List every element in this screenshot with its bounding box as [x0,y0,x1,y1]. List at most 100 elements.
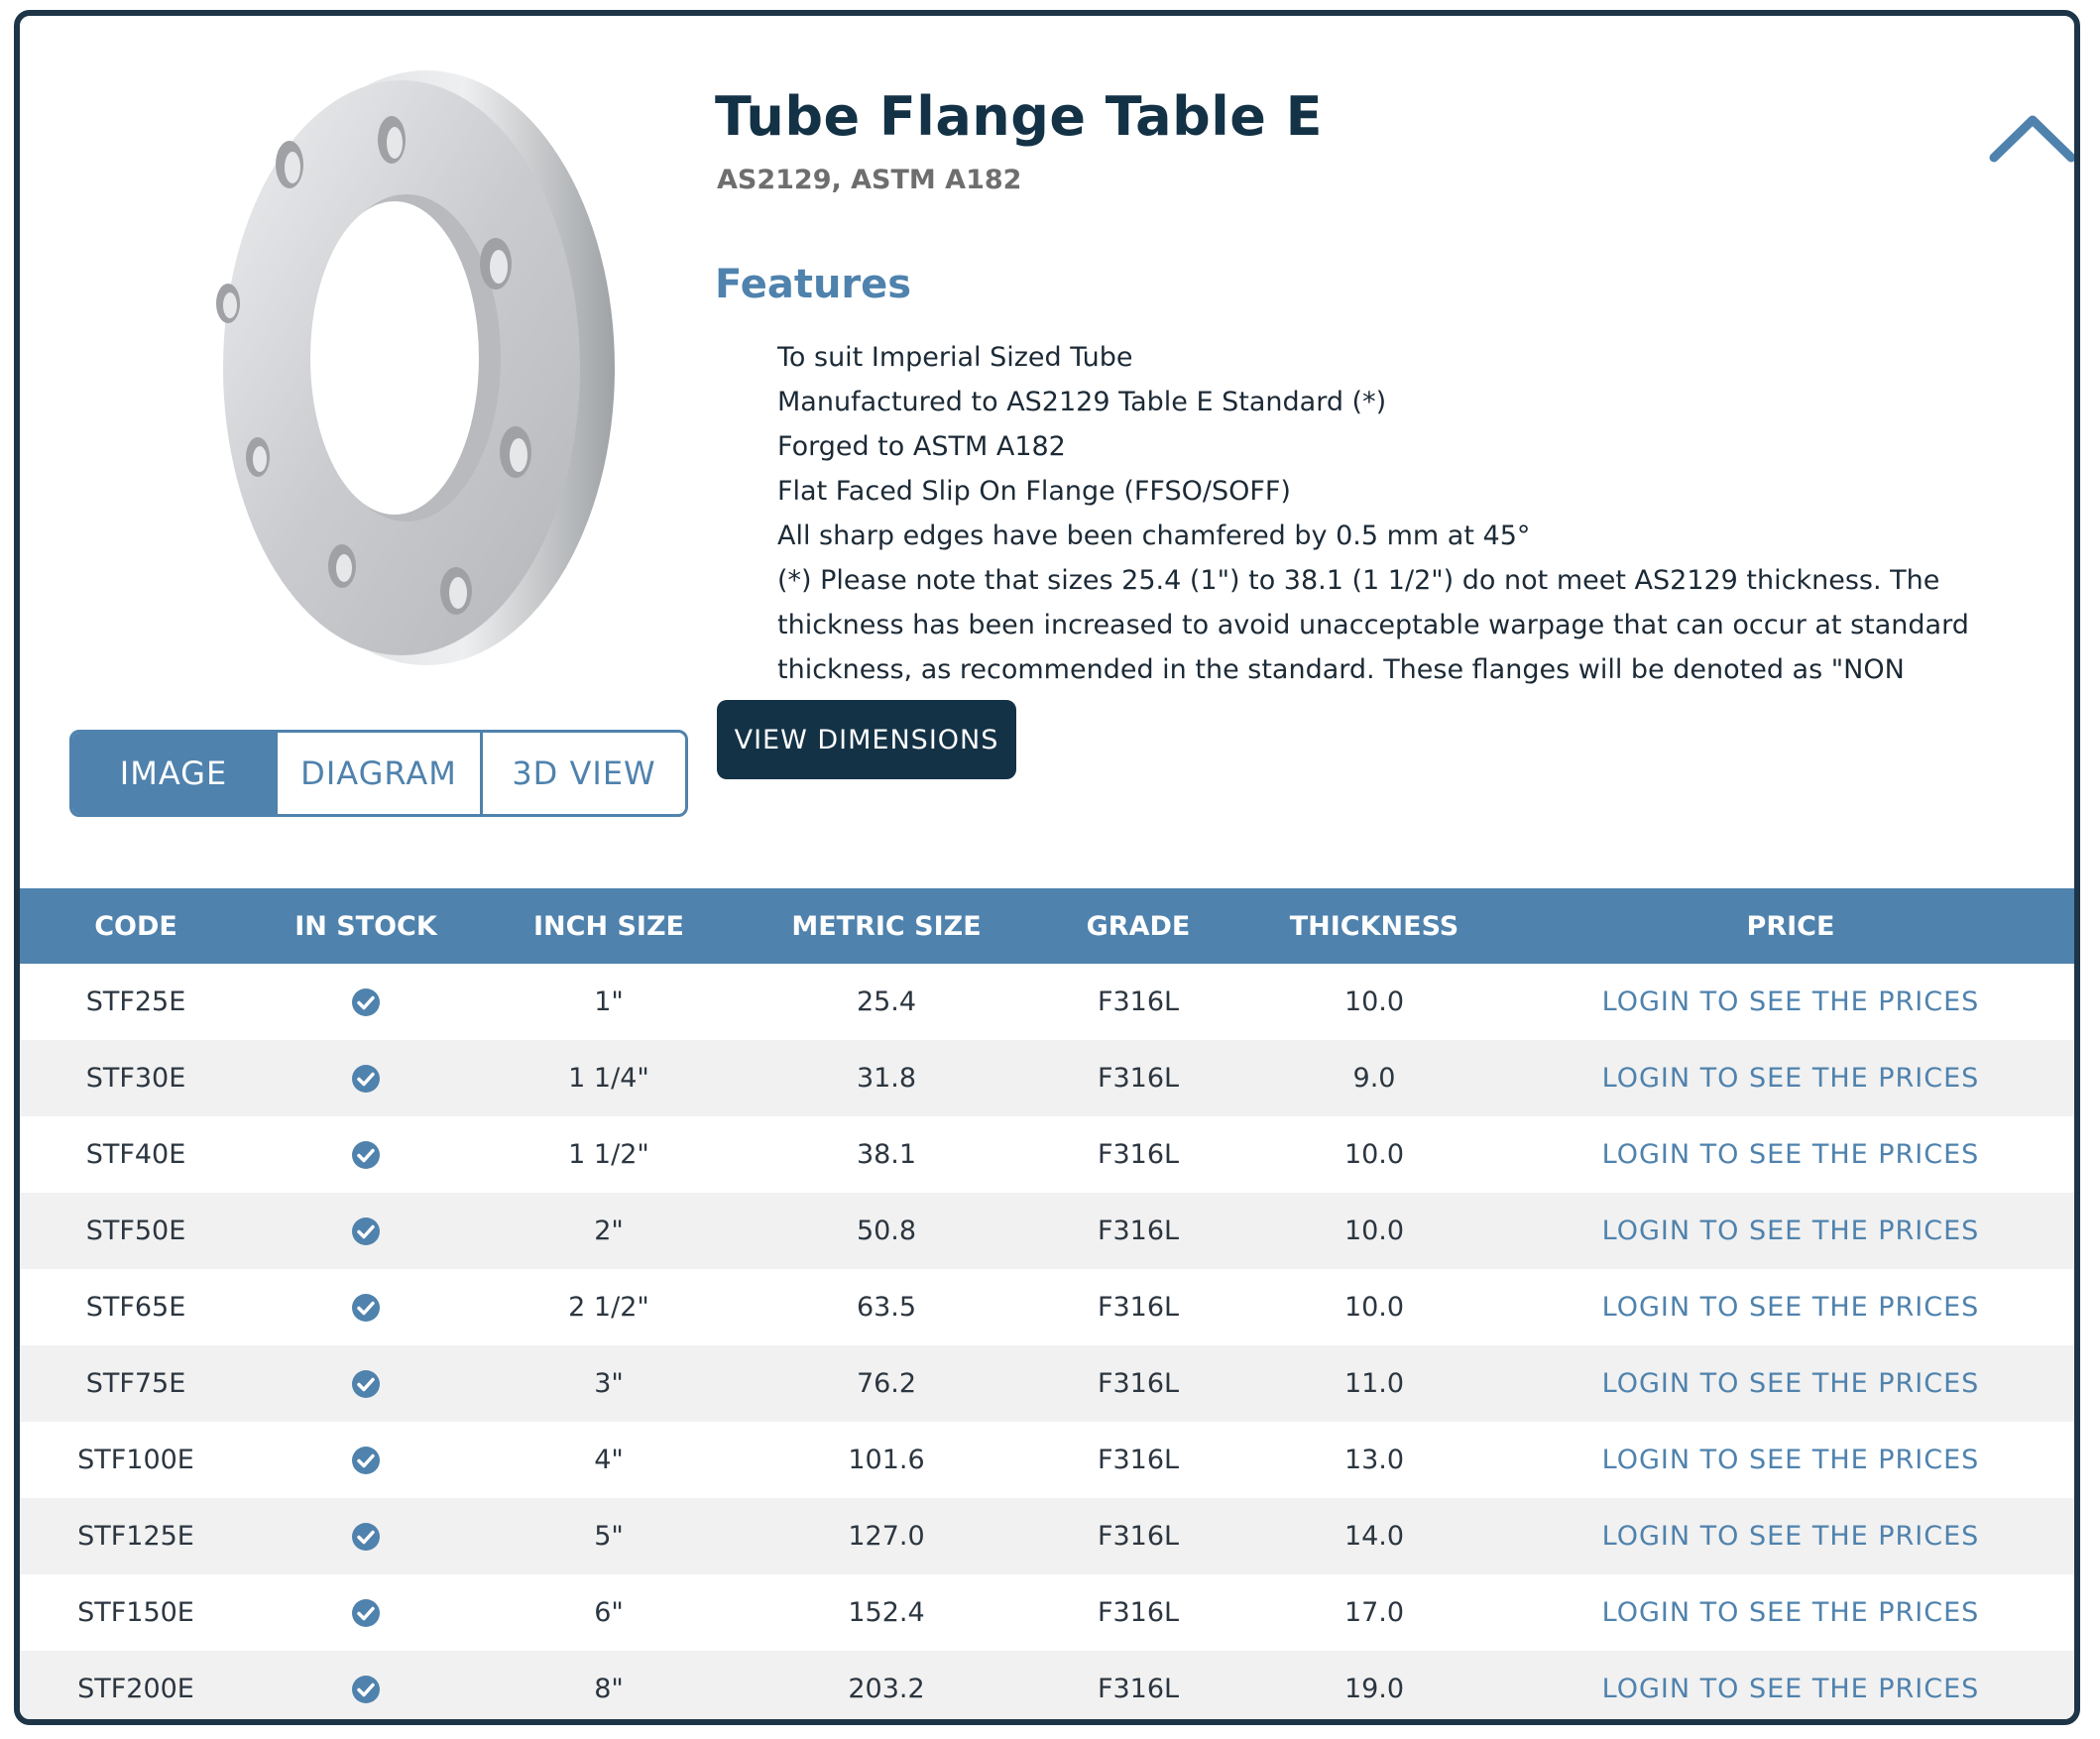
cell-in-stock [252,1216,480,1247]
cell-thickness: 19.0 [1343,1674,1405,1704]
cell-price: LOGIN TO SEE THE PRICES [1507,1216,2074,1246]
cell-in-stock [252,1063,480,1095]
cell-price: LOGIN TO SEE THE PRICES [1507,1139,2074,1170]
header-thickness: THICKNESS [1289,910,1459,942]
table-row: STF30E 1 1/4" 31.8 F316L 9.0 LOGIN TO SE… [20,1040,2074,1116]
cell-in-stock [252,986,480,1018]
cell-code: STF30E [85,1063,186,1094]
tab-3d-view[interactable]: 3D VIEW [512,754,656,792]
cell-grade: F316L [1097,1521,1180,1552]
table-row: STF100E 4" 101.6 F316L 13.0 LOGIN TO SEE… [20,1422,2074,1498]
table-row: STF65E 2 1/2" 63.5 F316L 10.0 LOGIN TO S… [20,1269,2074,1345]
cell-grade: F316L [1097,1597,1180,1628]
cell-metric-size: 38.1 [856,1139,917,1170]
cell-in-stock [252,1445,480,1476]
cell-grade: F316L [1097,1292,1180,1323]
in-stock-check-icon [352,1523,380,1552]
cell-metric-size: 50.8 [856,1216,917,1246]
in-stock-check-icon [352,1065,380,1094]
cell-price: LOGIN TO SEE THE PRICES [1507,1445,2074,1475]
cell-thickness: 10.0 [1343,1139,1405,1170]
chevron-up-icon [1989,115,2074,163]
in-stock-check-icon [352,1294,380,1323]
cell-code: STF75E [85,1368,186,1399]
cell-in-stock [252,1597,480,1629]
product-title: Tube Flange Table E [715,85,1324,148]
feature-item: To suit Imperial Sized Tube [777,342,1133,373]
cell-metric-size: 127.0 [848,1521,925,1552]
cell-grade: F316L [1097,1445,1180,1475]
cell-grade: F316L [1097,1368,1180,1399]
cell-inch-size: 1 1/4" [568,1063,649,1094]
tab-image[interactable]: IMAGE [72,733,278,814]
collapse-button[interactable] [1988,110,2074,165]
feature-item: Manufactured to AS2129 Table E Standard … [777,387,1387,417]
cell-inch-size: 4" [594,1445,624,1475]
table-row: STF50E 2" 50.8 F316L 10.0 LOGIN TO SEE T… [20,1193,2074,1269]
cell-inch-size: 3" [594,1368,624,1399]
cell-price: LOGIN TO SEE THE PRICES [1507,1063,2074,1094]
cell-code: STF125E [77,1521,194,1552]
table-row: STF40E 1 1/2" 38.1 F316L 10.0 LOGIN TO S… [20,1116,2074,1193]
header-code: CODE [94,910,177,942]
login-to-see-prices-link[interactable]: LOGIN TO SEE THE PRICES [1601,1445,1980,1475]
cell-in-stock [252,1521,480,1553]
login-to-see-prices-link[interactable]: LOGIN TO SEE THE PRICES [1601,1292,1980,1323]
product-card: IMAGE DIAGRAM 3D VIEW Tube Flange Table … [14,10,2080,1725]
cell-in-stock [252,1368,480,1400]
cell-metric-size: 25.4 [856,986,917,1017]
cell-in-stock [252,1674,480,1705]
view-dimensions-button[interactable]: VIEW DIMENSIONS [717,700,1016,779]
login-to-see-prices-link[interactable]: LOGIN TO SEE THE PRICES [1601,1063,1980,1094]
login-to-see-prices-link[interactable]: LOGIN TO SEE THE PRICES [1601,1521,1980,1552]
feature-item: All sharp edges have been chamfered by 0… [777,521,1531,551]
cell-thickness: 9.0 [1352,1063,1396,1094]
cell-code: STF50E [85,1216,186,1246]
cell-metric-size: 203.2 [848,1674,925,1704]
flange-image [216,70,615,665]
login-to-see-prices-link[interactable]: LOGIN TO SEE THE PRICES [1601,1674,1980,1704]
product-table: CODE IN STOCK INCH SIZE METRIC SIZE GRAD… [20,888,2074,1719]
cell-metric-size: 76.2 [856,1368,917,1399]
product-image [198,70,625,665]
feature-item: Forged to ASTM A182 [777,431,1066,462]
cell-code: STF25E [85,986,186,1017]
table-row: STF200E 8" 203.2 F316L 19.0 LOGIN TO SEE… [20,1651,2074,1719]
product-standards: AS2129, ASTM A182 [717,165,1022,195]
in-stock-check-icon [352,1447,380,1475]
in-stock-check-icon [352,1217,380,1246]
table-row: STF75E 3" 76.2 F316L 11.0 LOGIN TO SEE T… [20,1345,2074,1422]
cell-code: STF150E [77,1597,194,1628]
card-accent-border [2074,16,2080,1725]
table-header: CODE IN STOCK INCH SIZE METRIC SIZE GRAD… [20,888,2074,964]
feature-item: Flat Faced Slip On Flange (FFSO/SOFF) [777,476,1291,507]
login-to-see-prices-link[interactable]: LOGIN TO SEE THE PRICES [1601,986,1980,1017]
header-in-stock: IN STOCK [294,910,437,942]
cell-price: LOGIN TO SEE THE PRICES [1507,1292,2074,1323]
cell-thickness: 10.0 [1343,1292,1405,1323]
login-to-see-prices-link[interactable]: LOGIN TO SEE THE PRICES [1601,1597,1980,1628]
cell-grade: F316L [1097,1139,1180,1170]
cell-metric-size: 31.8 [856,1063,917,1094]
login-to-see-prices-link[interactable]: LOGIN TO SEE THE PRICES [1601,1368,1980,1399]
cell-price: LOGIN TO SEE THE PRICES [1507,1368,2074,1399]
cell-grade: F316L [1097,986,1180,1017]
cell-inch-size: 5" [594,1521,624,1552]
header-grade: GRADE [1086,910,1191,942]
cell-inch-size: 2 1/2" [568,1292,649,1323]
cell-code: STF40E [85,1139,186,1170]
tab-diagram[interactable]: DIAGRAM [278,733,483,814]
cell-metric-size: 152.4 [848,1597,925,1628]
login-to-see-prices-link[interactable]: LOGIN TO SEE THE PRICES [1601,1139,1980,1170]
cell-grade: F316L [1097,1216,1180,1246]
cell-code: STF100E [77,1445,194,1475]
header-metric-size: METRIC SIZE [791,910,982,942]
features-list: To suit Imperial Sized Tube Manufactured… [777,335,2056,737]
in-stock-check-icon [352,1676,380,1704]
features-heading: Features [715,262,912,307]
cell-code: STF65E [85,1292,186,1323]
cell-metric-size: 101.6 [848,1445,925,1475]
cell-thickness: 10.0 [1343,1216,1405,1246]
cell-code: STF200E [77,1674,194,1704]
login-to-see-prices-link[interactable]: LOGIN TO SEE THE PRICES [1601,1216,1980,1246]
